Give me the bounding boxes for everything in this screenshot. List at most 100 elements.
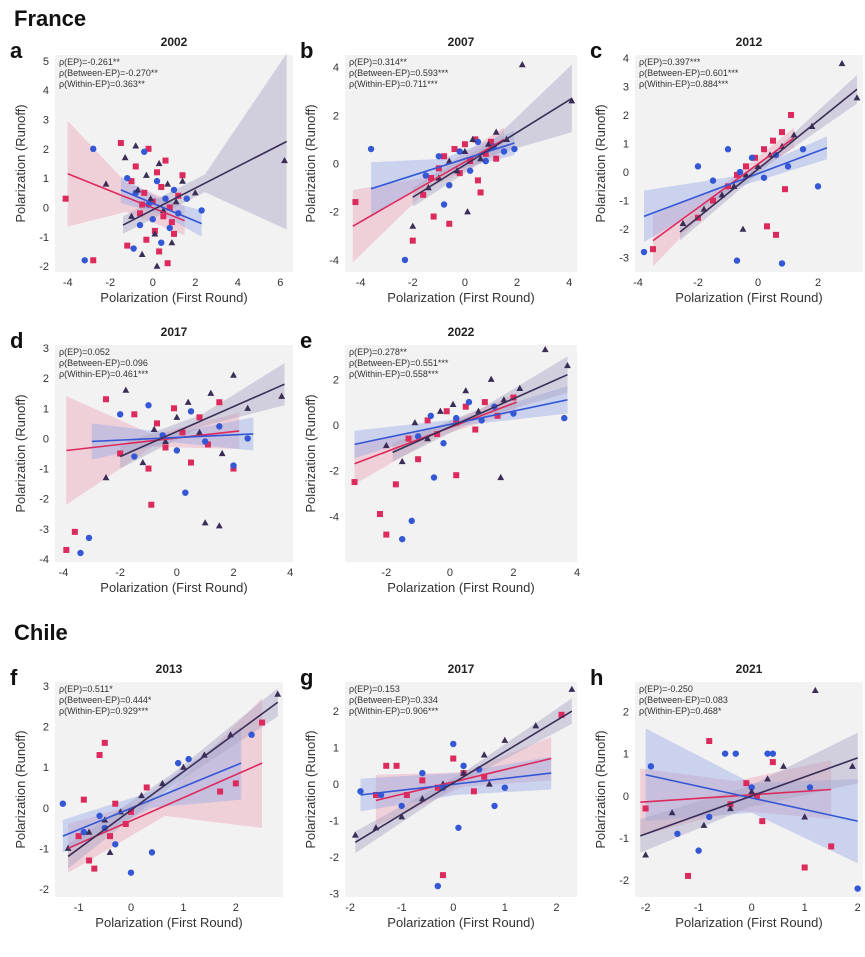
data-point-blue-circle (399, 535, 406, 543)
data-point-dark-triangle (180, 763, 187, 770)
correlation-stat: ρ(EP)=0.314** (349, 57, 407, 67)
data-point-dark-triangle (764, 775, 771, 782)
data-point-dark-triangle (668, 809, 676, 816)
x-axis-label: Polarization (First Round) (387, 290, 534, 305)
data-point-blue-circle (80, 828, 88, 836)
data-point-red-square (71, 528, 78, 535)
correlation-stat: ρ(Between-EP)=0.083 (639, 695, 728, 705)
data-point-dark-triangle (215, 522, 223, 529)
data-point-blue-circle (694, 163, 702, 170)
data-point-dark-triangle (418, 795, 426, 802)
y-tick-label: -4 (329, 511, 339, 523)
data-point-blue-circle (640, 248, 648, 256)
data-point-blue-circle (116, 411, 124, 418)
y-tick-label: 5 (43, 56, 49, 68)
x-tick-label: -1 (694, 902, 704, 914)
data-point-dark-triangle (207, 389, 215, 396)
chart-svg: -4 -2 0 2 4 6 -2 -1 0 1 2 3 4 5 Polarization (First Ro… (13, 53, 293, 305)
data-point-red-square (179, 429, 186, 436)
data-point-red-square (510, 394, 517, 401)
data-point-dark-triangle (398, 813, 406, 820)
y-axis-label: Polarization (Runoff) (13, 730, 28, 848)
data-point-blue-circle (450, 740, 457, 748)
data-point-red-square (428, 174, 435, 181)
chart-title: 2017 (447, 662, 475, 676)
data-point-dark-triangle (201, 519, 209, 526)
x-tick-label: 1 (180, 902, 186, 914)
data-point-red-square (372, 791, 379, 798)
panel-letter: e (300, 328, 313, 353)
data-point-blue-circle (455, 824, 462, 831)
data-point-blue-circle (446, 182, 453, 189)
data-point-dark-triangle (172, 198, 180, 205)
data-point-red-square (494, 412, 501, 419)
data-point-red-square (770, 137, 776, 144)
correlation-stat: ρ(Between-EP)=0.444* (59, 695, 152, 705)
regression-line-dark (354, 710, 573, 844)
regression-line-red (640, 788, 832, 803)
data-point-red-square (205, 441, 211, 448)
data-point-dark-triangle (727, 804, 734, 812)
data-point-dark-triangle (244, 404, 252, 411)
data-point-blue-circle (760, 174, 768, 181)
data-point-red-square (149, 198, 156, 205)
data-point-red-square (558, 711, 565, 718)
data-point-red-square (154, 420, 160, 427)
data-point-dark-triangle (168, 239, 176, 246)
confidence-band-dark (680, 75, 857, 241)
correlation-stat: ρ(Within-EP)=0.929*** (59, 706, 149, 716)
y-tick-label: -4 (329, 255, 339, 267)
data-point-red-square (472, 136, 479, 143)
data-point-dark-triangle (138, 791, 145, 799)
data-point-red-square (764, 223, 770, 230)
data-point-red-square (179, 172, 186, 179)
y-tick-label: -2 (329, 852, 339, 864)
y-tick-label: 2 (623, 110, 629, 122)
data-point-red-square (650, 246, 656, 253)
x-tick-label: 4 (566, 277, 572, 289)
data-point-red-square (139, 201, 146, 208)
data-point-red-square (419, 777, 426, 784)
data-point-dark-triangle (424, 435, 432, 442)
data-point-red-square (376, 511, 383, 518)
data-point-blue-circle (170, 186, 178, 194)
data-point-dark-triangle (460, 769, 467, 776)
data-point-blue-circle (85, 534, 93, 542)
x-axis-label: Polarization (First Round) (95, 915, 242, 930)
x-tick-label: 2 (230, 567, 236, 579)
data-point-dark-triangle (436, 407, 444, 414)
data-point-red-square (352, 199, 359, 206)
data-point-dark-triangle (191, 189, 199, 196)
data-point-red-square (166, 204, 173, 211)
data-point-dark-triangle (121, 154, 129, 161)
correlation-stat: ρ(Between-EP)=0.096 (59, 358, 148, 368)
data-point-red-square (393, 762, 400, 769)
data-point-dark-triangle (409, 222, 417, 229)
x-tick-label: 4 (287, 567, 293, 579)
data-point-red-square (103, 396, 109, 403)
y-tick-label: 0 (333, 420, 339, 432)
data-point-dark-triangle (487, 375, 495, 382)
data-point-dark-triangle (679, 219, 687, 227)
data-point-red-square (420, 191, 427, 198)
data-point-red-square (743, 163, 749, 170)
data-point-red-square (232, 780, 239, 787)
panel-letter: a (10, 38, 23, 63)
data-point-dark-triangle (790, 131, 798, 138)
confidence-band-dark (640, 732, 858, 853)
data-point-blue-circle (674, 830, 681, 837)
panel-letter: b (300, 38, 314, 63)
data-point-red-square (470, 788, 477, 795)
x-tick-label: 0 (174, 567, 180, 579)
data-point-red-square (392, 481, 399, 488)
x-tick-label: -1 (74, 902, 84, 914)
section-title-france: France (14, 6, 87, 31)
regression-line-red (67, 173, 185, 222)
confidence-band-red (67, 121, 185, 236)
x-tick-label: 4 (235, 277, 241, 289)
chart-svg: -4 -2 0 2 4 -4 -3 -2 -1 0 1 2 3 Polarization (First R… (13, 343, 293, 595)
data-point-dark-triangle (780, 762, 787, 769)
data-point-blue-circle (130, 245, 137, 252)
x-tick-label: -4 (63, 277, 73, 289)
x-tick-label: 0 (749, 902, 755, 914)
